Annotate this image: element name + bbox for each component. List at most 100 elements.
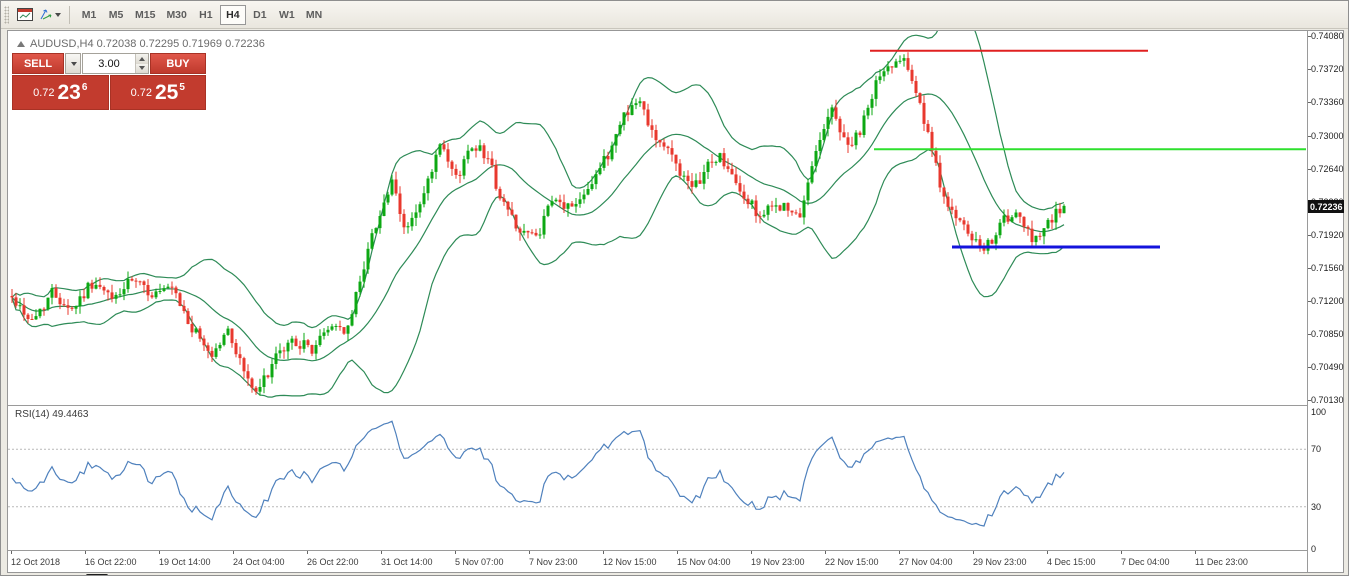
trade-panel-top-row: SELL 3.00 BUY [12,53,206,74]
buy-price-prefix: 0.72 [130,86,152,99]
rsi-chart[interactable] [8,406,1307,550]
main-chart[interactable] [8,31,1307,405]
chart-area: 12 Oct 2018 16 Oct 22:00 19 Oct 14:00 24 Oc… [7,30,1344,573]
indicator-panel-divider[interactable] [8,405,1307,406]
price-axis-label: 0.70490 [1311,362,1344,372]
time-axis-tick [973,551,974,554]
chart-title: AUDUSD,H4 0.72038 0.72295 0.71969 0.7223… [17,38,265,50]
rsi-axis-label: 100 [1311,407,1327,417]
rsi-axis-label: 30 [1311,502,1322,512]
time-axis-label: 12 Oct 2018 [11,557,61,567]
cursor-tools-icon[interactable] [38,5,62,25]
time-axis-tick [825,551,826,554]
time-axis-label: 19 Nov 23:00 [751,557,805,567]
sell-button[interactable]: SELL [12,53,64,74]
volume-field[interactable]: 3.00 [82,53,149,74]
time-axis-tick [307,551,308,554]
timeframe-button-MN[interactable]: MN [305,8,323,21]
volume-increase-button[interactable] [136,54,148,64]
timeframe-button-H4[interactable]: H4 [219,4,246,25]
volume-value[interactable]: 3.00 [98,57,120,70]
price-axis-tick [1308,235,1311,236]
time-axis[interactable]: 12 Oct 2018 16 Oct 22:00 19 Oct 14:00 24 Oc… [8,551,1307,572]
price-axis-tick [1308,36,1311,37]
price-axis-label: 0.71200 [1311,296,1344,306]
volume-stepper [135,54,148,73]
price-axis-label: 0.73000 [1311,131,1344,141]
time-axis-tick [603,551,604,554]
one-click-trade-panel: SELL 3.00 BUY 0.72 23 6 0. [12,53,206,110]
price-axis-tick [1308,268,1311,269]
price-axis-label: 0.70130 [1311,395,1344,405]
price-axis-label: 0.74080 [1311,31,1344,41]
time-axis-label: 19 Oct 14:00 [159,557,211,567]
sell-price-box[interactable]: 0.72 23 6 [12,75,109,110]
bottom-strip [1,573,1348,575]
timeframe-toolbar: M1 M5 M15 M30 H1 H4 D1 W1 MN [1,1,1348,29]
rsi-indicator-label: RSI(14) 49.4463 [15,409,89,420]
price-axis-tick [1308,102,1311,103]
chevron-down-icon [71,61,77,66]
price-axis-tick [1308,367,1311,368]
toolbar-grip[interactable] [4,5,9,24]
time-axis-tick [233,551,234,554]
bottom-handle[interactable] [86,574,108,575]
time-axis-label: 29 Nov 23:00 [973,557,1027,567]
buy-button[interactable]: BUY [150,53,206,74]
trade-options-dropdown-button[interactable] [65,53,81,74]
timeframe-button-M5[interactable]: M5 [108,8,124,21]
chart-title-text: AUDUSD,H4 0.72038 0.72295 0.71969 0.7223… [30,38,265,50]
arrow-up-icon [139,56,145,61]
time-axis-label: 4 Dec 15:00 [1047,557,1096,567]
timeframe-button-W1[interactable]: W1 [279,8,295,21]
time-axis-tick [381,551,382,554]
price-axis-tick [1308,400,1311,401]
timeframe-button-H1[interactable]: H1 [199,8,213,21]
cursor-tools-dropdown-caret[interactable] [55,12,61,17]
time-axis-tick [899,551,900,554]
time-axis-label: 22 Nov 15:00 [825,557,879,567]
time-axis-label: 12 Nov 15:00 [603,557,657,567]
price-axis-tick [1308,169,1311,170]
time-axis-label: 15 Nov 04:00 [677,557,731,567]
time-axis-tick [677,551,678,554]
price-axis-label: 0.73720 [1311,64,1344,74]
timeframe-button-M15[interactable]: M15 [135,8,156,21]
time-axis-tick [1047,551,1048,554]
sell-price-sup: 6 [81,82,88,93]
buy-price-box[interactable]: 0.72 25 5 [109,75,206,110]
timeframe-button-M1[interactable]: M1 [81,8,97,21]
time-axis-label: 7 Dec 04:00 [1121,557,1170,567]
price-axis-tick [1308,136,1311,137]
chart-window-icon-glyph [17,8,33,21]
time-axis-tick [1121,551,1122,554]
price-axis-tick [1308,69,1311,70]
time-axis-tick [159,551,160,554]
time-axis-label: 26 Oct 22:00 [307,557,359,567]
time-axis-label: 16 Oct 22:00 [85,557,137,567]
chart-title-marker-icon [17,41,25,47]
price-axis[interactable]: 0.74080 0.73720 0.73360 0.73000 0.72640 0.722… [1307,31,1344,572]
time-axis-tick [1195,551,1196,554]
time-axis-tick [85,551,86,554]
time-axis-divider [8,550,1307,551]
time-axis-tick [751,551,752,554]
sell-price-prefix: 0.72 [33,86,55,99]
buy-price-sup: 5 [179,82,185,93]
timeframe-button-D1[interactable]: D1 [253,8,267,21]
chart-window-icon[interactable] [13,5,37,25]
arrow-down-icon [139,66,145,71]
time-axis-tick [11,551,12,554]
cursor-tools-icon-glyph [40,9,52,20]
toolbar-separator [69,5,70,24]
time-axis-tick [455,551,456,554]
price-axis-label: 0.72640 [1311,164,1344,174]
volume-decrease-button[interactable] [136,63,148,73]
price-axis-label: 0.70850 [1311,329,1344,339]
time-axis-label: 11 Dec 23:00 [1195,557,1248,567]
timeframe-button-M30[interactable]: M30 [166,8,187,21]
time-axis-label: 27 Nov 04:00 [899,557,953,567]
time-axis-label: 5 Nov 07:00 [455,557,504,567]
time-axis-label: 31 Oct 14:00 [381,557,433,567]
